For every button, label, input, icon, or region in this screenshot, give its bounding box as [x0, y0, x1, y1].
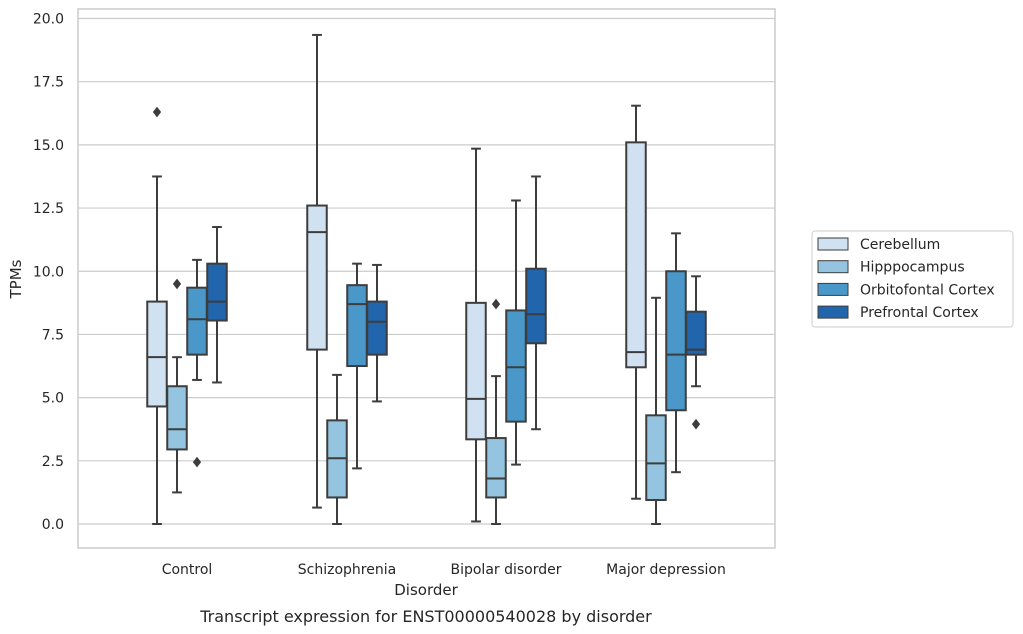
y-tick-label: 15.0 [33, 138, 64, 154]
box-body [685, 310, 707, 356]
y-tick-label: 17.5 [33, 75, 64, 91]
box-series [146, 33, 707, 525]
x-tick-label: Bipolar disorder [450, 562, 561, 578]
y-tick-label: 5.0 [42, 391, 64, 407]
box-series-orbitofontal-cortex [186, 199, 687, 474]
y-tick-label: 10.0 [33, 264, 64, 280]
box-outlier-point [172, 278, 182, 290]
box-body [645, 414, 667, 501]
y-axis-label: TPMs [7, 259, 25, 299]
x-tick-label: Control [162, 562, 213, 578]
box-body [366, 300, 388, 356]
box-outlier-point [192, 456, 202, 468]
y-tick-label: 2.5 [42, 454, 64, 470]
box-body [625, 141, 647, 369]
box-outlier-point [491, 298, 501, 310]
box-body [186, 286, 208, 356]
box-series-cerebellum [146, 33, 647, 525]
legend-frame [811, 230, 1014, 328]
legend: Cerebellum Hipppocampus Orbitofontal Corte… [811, 230, 1014, 328]
legend-entry-label: Hipppocampus [860, 260, 965, 276]
legend-entry-label: Prefrontal Cortex [860, 305, 979, 321]
box-series-prefrontal-cortex [206, 175, 707, 431]
legend-entry-label: Orbitofontal Cortex [860, 282, 995, 298]
box-body [206, 262, 228, 322]
x-axis-label: Disorder [394, 581, 458, 599]
x-axis-ticks: Control Schizophrenia Bipolar disorder Majo… [162, 562, 726, 578]
y-tick-label: 7.5 [42, 327, 64, 343]
box-outlier-point [152, 106, 162, 118]
box-outlier-point [691, 418, 701, 430]
legend-swatch [817, 237, 849, 251]
legend-swatch [817, 260, 849, 274]
box-body [146, 300, 168, 408]
chart-caption: Transcript expression for ENST0000054002… [199, 607, 652, 626]
x-tick-label: Schizophrenia [298, 562, 396, 578]
y-tick-label: 12.5 [33, 201, 64, 217]
y-tick-label: 0.0 [42, 517, 64, 533]
legend-swatch [817, 305, 849, 319]
box-body [346, 284, 368, 368]
box-body [505, 309, 527, 423]
x-tick-label: Major depression [606, 562, 726, 578]
box-body [465, 301, 487, 441]
box-body [306, 204, 328, 351]
legend-swatch [817, 282, 849, 296]
plot-area-frame [77, 8, 776, 549]
y-tick-label: 20.0 [33, 12, 64, 28]
legend-entry-label: Cerebellum [860, 237, 940, 253]
box-series-hipppocampus [166, 278, 667, 525]
box-body [485, 437, 507, 499]
y-axis-ticks: 0.0 2.5 5.0 7.5 10.0 12.5 15.0 17.5 20.0 [33, 12, 64, 534]
box-body [525, 267, 547, 345]
box-body [665, 270, 687, 412]
box-body [166, 385, 188, 451]
